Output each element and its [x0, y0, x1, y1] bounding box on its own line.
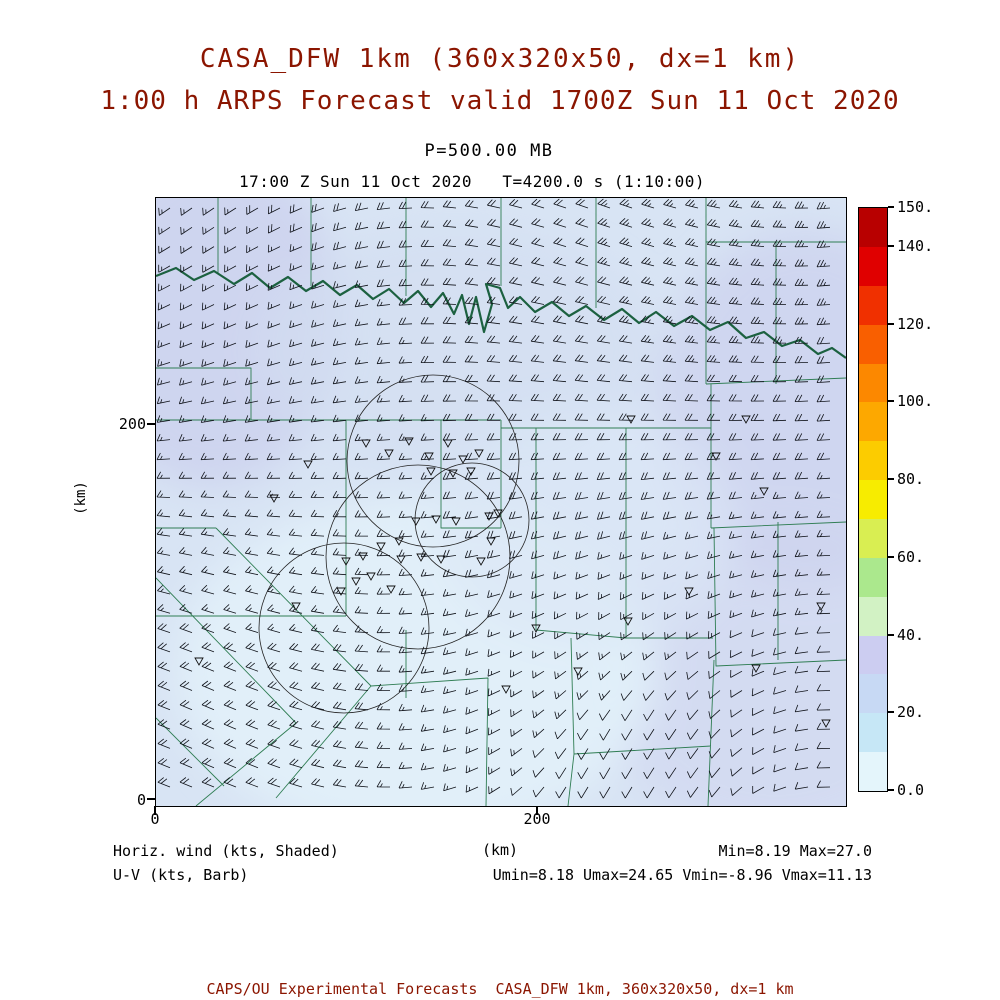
colorbar-tick-label-100: 100.: [897, 392, 934, 411]
colorbar-segment-40-50: [859, 596, 887, 636]
pressure-level-label: P=500.00 MB: [424, 141, 554, 161]
y-axis-tickmark-0: [147, 798, 156, 800]
colorbar-tickmark-20: [888, 711, 894, 714]
colorbar-tick-label-120: 120.: [897, 314, 934, 333]
colorbar-segment-0-10: [859, 752, 887, 791]
colorbar-segment-130-140: [859, 246, 887, 286]
station-markers: [194, 415, 831, 728]
colorbar-tick-labels: 150. 140. 120. 100. 80. 60. 40. 20. 0.0: [888, 198, 958, 799]
colorbar-tickmark-40: [888, 633, 894, 636]
map-svg: [156, 198, 846, 806]
colorbar-segments: [859, 208, 887, 791]
credit-footer: CAPS/OU Experimental Forecasts CASA_DFW …: [206, 980, 794, 998]
colorbar-segment-110-120: [859, 324, 887, 364]
colorbar-segment-80-90: [859, 441, 887, 481]
minmax-stats: Min=8.19 Max=27.0: [718, 842, 872, 860]
colorbar-tick-label-60: 60.: [897, 547, 925, 566]
colorbar-segment-70-80: [859, 480, 887, 519]
y-axis-tickmark-200: [147, 423, 156, 425]
colorbar-segment-20-30: [859, 674, 887, 714]
colorbar-tick-label-150: 150.: [897, 198, 934, 216]
colorbar-tick-label-0: 0.0: [897, 781, 925, 799]
colorbar-tick-label-20: 20.: [897, 703, 925, 722]
colorbar-tickmark-0: [888, 789, 894, 791]
page-title-line1: CASA_DFW 1km (360x320x50, dx=1 km): [199, 44, 801, 74]
shaded-field-patches: [156, 198, 846, 806]
x-axis-tick-label-200: 200: [523, 810, 551, 828]
wind-barbs-path: [156, 198, 831, 799]
x-axis-tickmark-0: [154, 806, 156, 815]
map-plot-area: [155, 197, 847, 807]
x-axis-tick-label-0: 0: [150, 810, 160, 828]
range-ring: [258, 542, 430, 714]
colorbar-segment-50-60: [859, 557, 887, 597]
y-axis-unit-label: (km): [72, 481, 89, 515]
y-axis-tick-label-0: 0: [136, 791, 146, 809]
colorbar-tickmark-60: [888, 555, 894, 558]
station-triangles-path: [194, 415, 831, 728]
colorbar-segment-10-20: [859, 713, 887, 753]
colorbar-tickmark-120: [888, 322, 894, 325]
colorbar-tick-label-40: 40.: [897, 625, 925, 644]
colorbar-tickmark-140: [888, 244, 894, 247]
range-ring: [414, 462, 530, 578]
colorbar-segment-120-130: [859, 285, 887, 325]
colorbar-tick-label-80: 80.: [897, 470, 925, 489]
colorbar-segment-60-70: [859, 518, 887, 558]
colorbar-segment-90-100: [859, 402, 887, 442]
x-axis-tickmark-200: [536, 806, 538, 815]
colorbar-tickmark-150: [888, 206, 894, 208]
colorbar-tickmark-80: [888, 478, 894, 481]
wind-barbs: [156, 198, 831, 799]
colorbar-segment-30-40: [859, 635, 887, 675]
x-axis-unit-label: (km): [481, 841, 519, 859]
range-ring: [346, 374, 520, 548]
y-axis-tick-label-200: 200: [118, 415, 146, 433]
page-title-line2: 1:00 h ARPS Forecast valid 1700Z Sun 11 …: [100, 86, 900, 116]
barb-field-caption: U-V (kts, Barb): [113, 866, 249, 884]
colorbar: [858, 207, 888, 792]
colorbar-tick-label-140: 140.: [897, 236, 934, 255]
valid-time-label: 17:00 Z Sun 11 Oct 2020 T=4200.0 s (1:10…: [238, 172, 706, 191]
colorbar-segment-100-110: [859, 363, 887, 403]
colorbar-tickmark-100: [888, 400, 894, 403]
uv-stats: Umin=8.18 Umax=24.65 Vmin=-8.96 Vmax=11.…: [492, 866, 872, 884]
shaded-field-caption: Horiz. wind (kts, Shaded): [113, 842, 339, 860]
colorbar-segment-140-150: [859, 208, 887, 247]
